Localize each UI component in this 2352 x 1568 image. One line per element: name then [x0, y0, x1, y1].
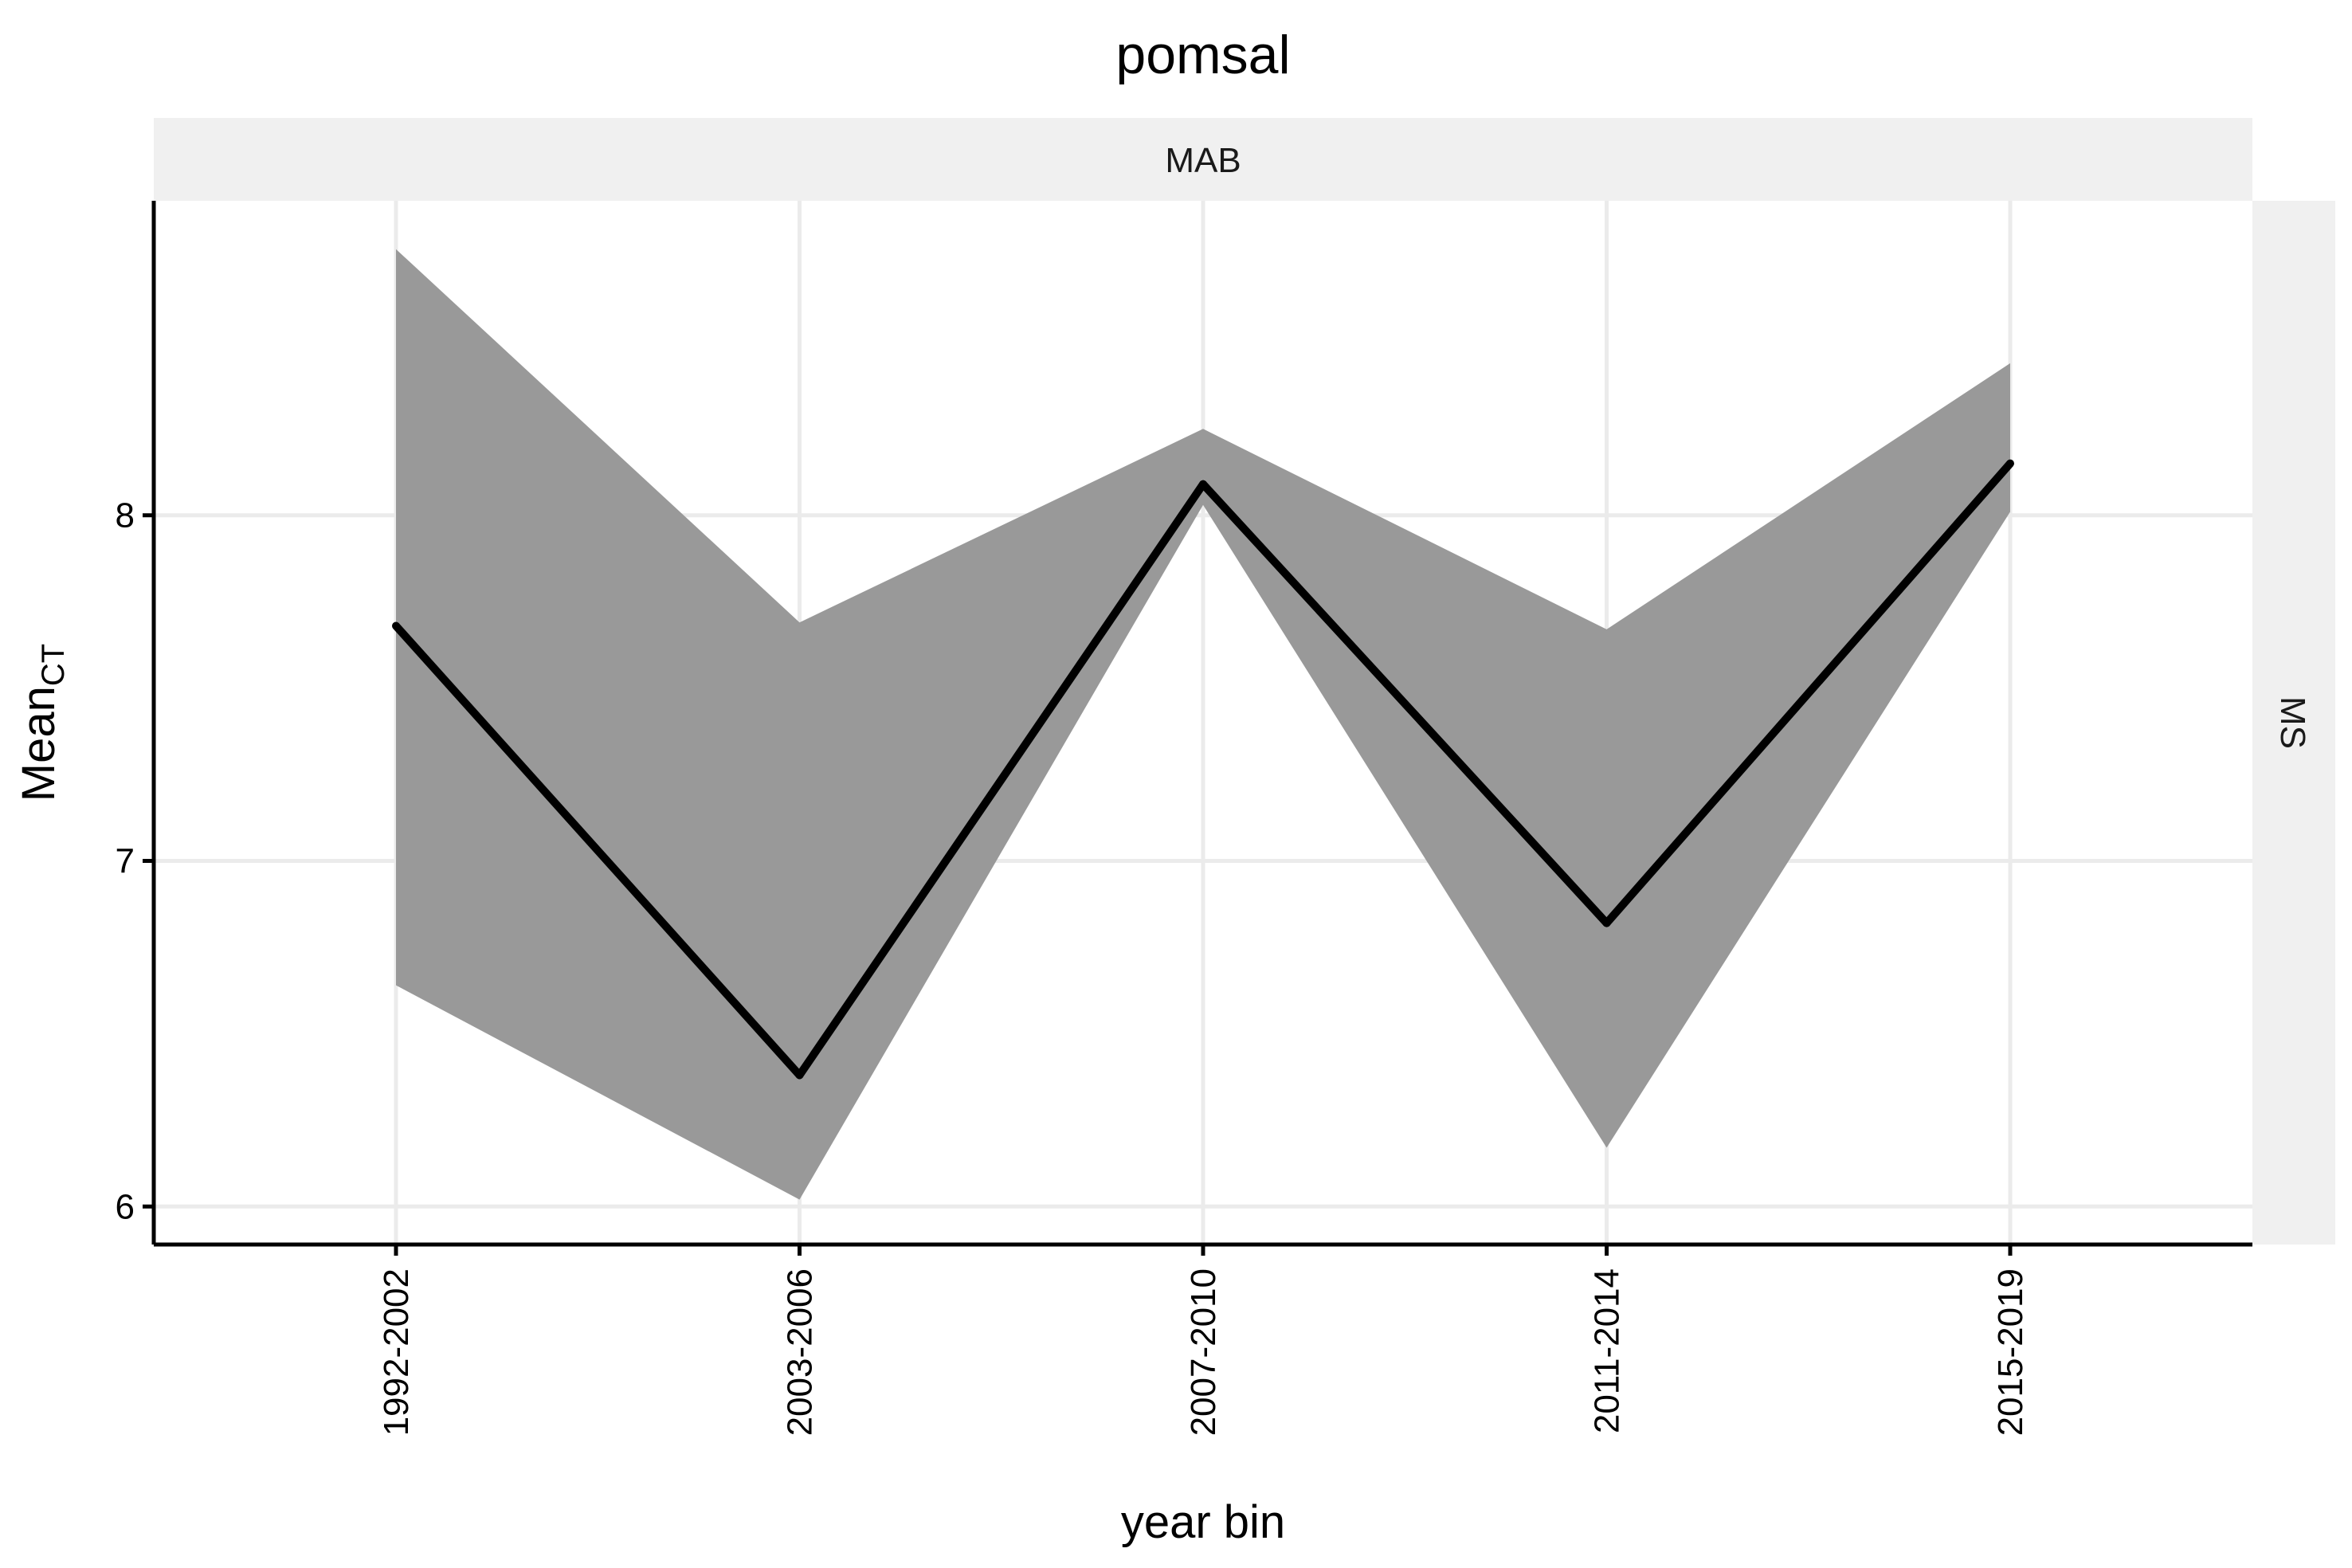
x-axis-title: year bin	[1121, 1496, 1285, 1548]
x-tick-label: 2011-2014	[1588, 1268, 1627, 1433]
y-tick-label: 7	[116, 842, 135, 881]
y-tick-label: 8	[116, 496, 135, 535]
x-tick-label: 2007-2010	[1184, 1268, 1223, 1436]
facet-strip-right	[2252, 201, 2335, 1245]
confidence-band	[396, 249, 2010, 1200]
y-axis-title-subscript: CT	[36, 644, 71, 686]
data-point	[2006, 459, 2014, 468]
chart-title: pomsal	[1115, 25, 1290, 85]
x-tick-label: 1992-2002	[377, 1268, 416, 1436]
facet-strip-right-label: MS	[2273, 696, 2312, 749]
y-axis-title: MeanCT	[13, 644, 71, 802]
y-axis-ticks: 6 7 8	[116, 496, 154, 1226]
data-point	[1199, 480, 1207, 488]
data-point	[392, 621, 400, 630]
facet-strip-top	[154, 118, 2252, 201]
data-points	[392, 459, 2014, 1080]
x-tick-label: 2003-2006	[781, 1268, 820, 1436]
y-tick-label: 6	[116, 1187, 135, 1226]
data-point	[795, 1071, 804, 1080]
data-point	[1602, 919, 1611, 927]
y-axis-title-main: Mean	[13, 686, 65, 802]
x-axis-ticks: 1992-2002 2003-2006 2007-2010 2011-2014 2015…	[377, 1245, 2030, 1436]
x-tick-label: 2015-2019	[1991, 1268, 2030, 1436]
facet-strip-top-label: MAB	[1165, 141, 1241, 180]
